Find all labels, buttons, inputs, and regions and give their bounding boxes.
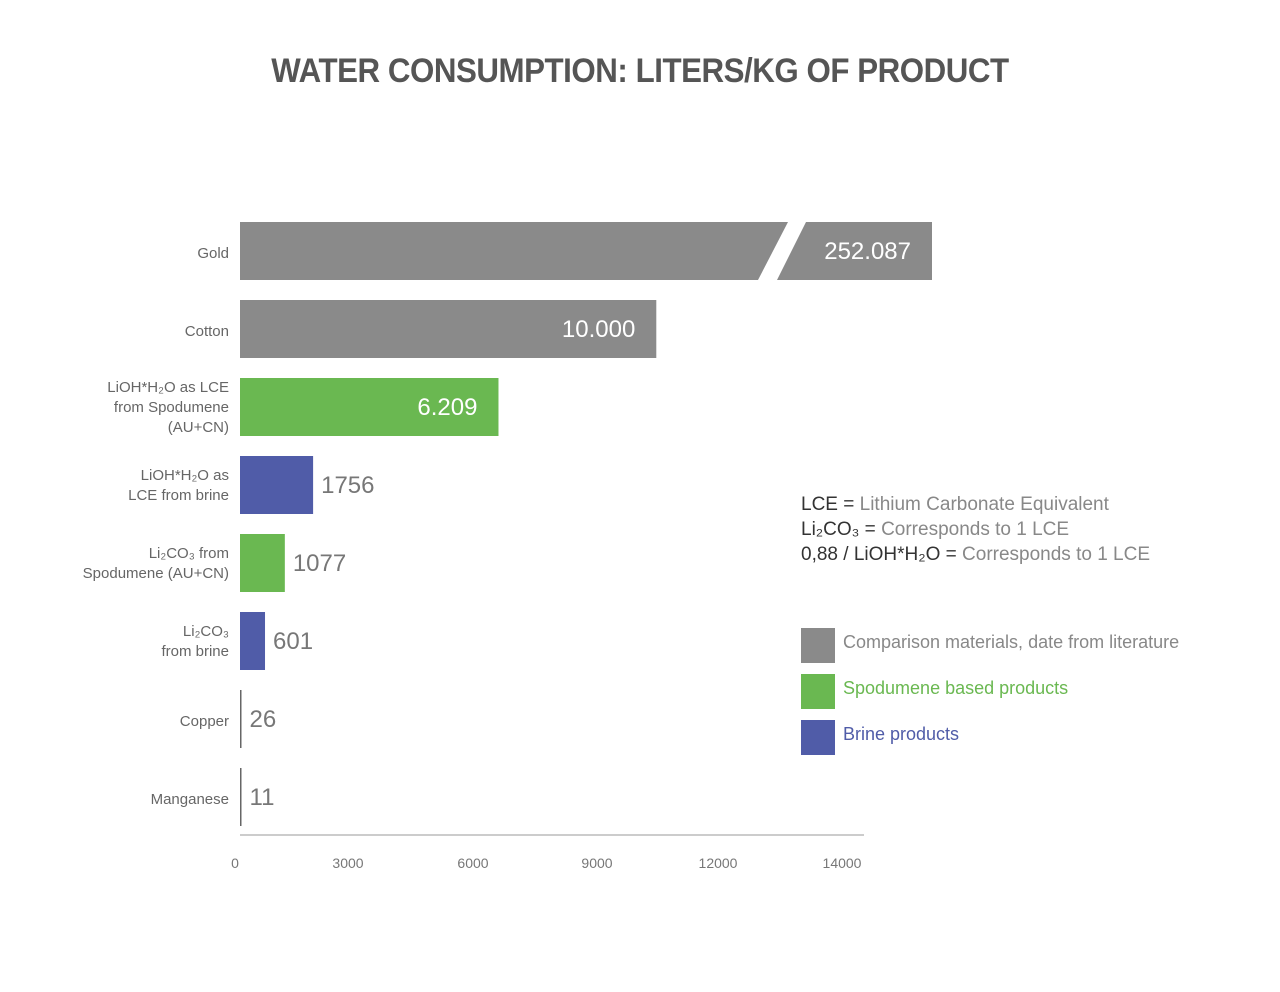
definition-text: Corresponds to 1 LCE [962,544,1151,565]
x-tick-label: 3000 [332,855,363,871]
legend-swatch [801,720,835,755]
x-tick-label: 9000 [581,855,612,871]
definition-key: LCE [801,494,838,515]
definition-text: Corresponds to 1 LCE [881,519,1070,540]
definition-equals: = [837,494,860,515]
bar [240,222,788,280]
x-tick-label: 6000 [457,855,488,871]
category-label: Manganese [151,791,229,808]
x-tick-label: 12000 [699,855,738,871]
data-label: 26 [250,706,277,733]
category-label: Spodumene (AU+CN) [83,565,229,582]
category-label: Cotton [185,323,229,340]
bar-broken-segment [777,222,932,280]
legend-label: Spodumene based products [843,678,1069,698]
legend-swatch [801,674,835,709]
bar [240,456,314,514]
chart-title: WATER CONSUMPTION: LITERS/KG OF PRODUCT [271,52,1009,90]
data-label: 1077 [293,550,346,577]
definition-row: LCE = Lithium Carbonate Equivalent [801,492,1261,517]
definition-row: 0,88 / LiOH*H₂O = Corresponds to 1 LCE [801,542,1261,567]
data-label: 252.087 [824,238,911,265]
bar [240,690,242,748]
category-label: Gold [197,245,229,262]
data-label: 1756 [321,472,374,499]
category-label: LiOH*H₂O as [141,467,229,484]
bar [240,378,499,436]
bar [240,300,657,358]
definition-text: Lithium Carbonate Equivalent [859,494,1109,515]
bar [240,612,266,670]
definition-key: Li₂CO₃ [801,519,860,540]
legend-label: Brine products [843,724,960,744]
category-label: from Spodumene [114,399,229,416]
legend-swatch [801,628,835,663]
bar [240,768,242,826]
category-label: Li₂CO₃ [183,623,229,640]
bar [240,534,285,592]
definition-row: Li₂CO₃ = Corresponds to 1 LCE [801,517,1261,542]
category-label: LCE from brine [128,487,229,504]
category-label: Li₂CO₃ from [149,545,229,562]
category-label: (AU+CN) [168,419,229,436]
definitions: LCE = Lithium Carbonate Equivalent Li₂CO… [801,492,1261,567]
data-label: 6.209 [417,394,477,421]
category-label: LiOH*H₂O as LCE [107,379,229,396]
category-label: Copper [180,713,229,730]
definition-equals: = [940,544,963,565]
data-label: 11 [250,784,275,811]
x-tick-label: 14000 [823,855,862,871]
category-label: from brine [161,643,229,660]
x-tick-label: 0 [231,855,239,871]
legend-label: Comparison materials, date from literatu… [843,632,1180,652]
definition-key: 0,88 / LiOH*H₂O [801,544,941,565]
data-label: 10.000 [562,316,635,343]
definition-equals: = [859,519,882,540]
data-label: 601 [273,628,313,655]
